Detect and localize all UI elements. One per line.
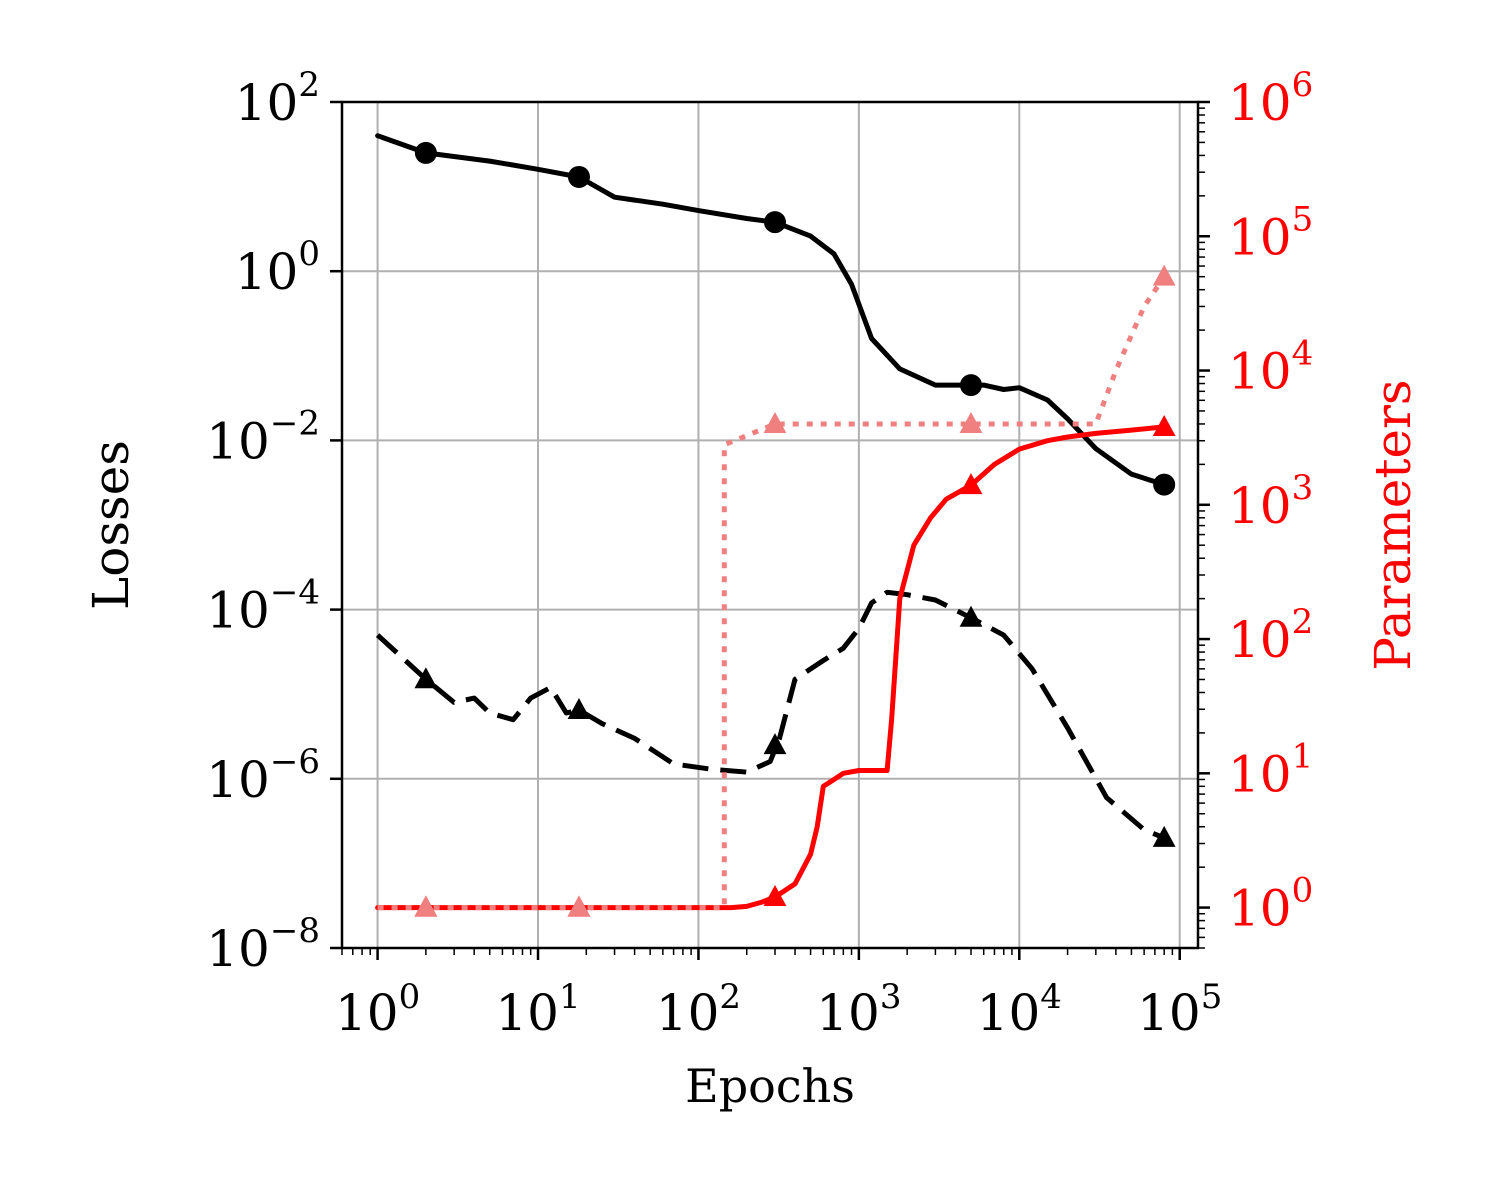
series-1-marker xyxy=(567,165,590,188)
x-tick-label: 103 xyxy=(816,977,901,1042)
series-2-marker xyxy=(959,605,983,627)
series-4-marker xyxy=(414,895,438,917)
y-left-tick-label: 100 xyxy=(235,234,320,301)
x-tick-label: 105 xyxy=(1137,977,1222,1042)
y-right-tick-label: 104 xyxy=(1228,334,1313,401)
series-1-marker xyxy=(960,374,983,397)
y-left-tick-label: 102 xyxy=(235,65,320,132)
series-2-marker xyxy=(763,733,787,755)
y-right-tick-label: 101 xyxy=(1228,736,1313,803)
series-4-marker xyxy=(1152,264,1176,286)
y-axis-right-title: Parameters xyxy=(1364,379,1422,670)
series-line-4 xyxy=(377,275,1167,911)
x-tick-label: 104 xyxy=(977,977,1062,1042)
series-2-marker xyxy=(567,698,591,720)
series-1-marker xyxy=(763,211,786,234)
x-axis-title: Epochs xyxy=(685,1059,855,1113)
y-left-tick-label: 10−6 xyxy=(206,742,320,809)
series-2-marker xyxy=(414,667,438,689)
y-right-tick-label: 103 xyxy=(1228,468,1313,535)
y-left-tick-label: 10−2 xyxy=(206,403,320,470)
y-right-tick-label: 106 xyxy=(1228,65,1313,132)
series-line-2 xyxy=(375,589,1166,841)
y-right-tick-label: 102 xyxy=(1228,602,1313,669)
tick-labels: 100 101 102 103 104 105 102 100 10−2 10−4 10−6 10−8… xyxy=(206,65,1313,1042)
y-left-tick-label: 10−4 xyxy=(206,573,320,640)
series-4-marker xyxy=(567,895,591,917)
series-4-marker xyxy=(959,411,983,433)
x-tick-label: 102 xyxy=(656,977,741,1042)
series-2-marker xyxy=(1152,825,1176,847)
y-axis-left-title: Losses xyxy=(82,440,140,610)
series-4-marker xyxy=(763,411,787,433)
series-line-3 xyxy=(375,424,1167,911)
x-tick-label: 100 xyxy=(335,977,420,1042)
y-right-tick-label: 100 xyxy=(1228,871,1313,938)
y-right-tick-label: 105 xyxy=(1228,199,1313,266)
x-tick-label: 101 xyxy=(495,977,580,1042)
series-1-marker xyxy=(1153,473,1176,496)
series-1-marker xyxy=(414,141,437,164)
series-3-marker xyxy=(959,473,983,495)
series-3-marker xyxy=(763,884,787,906)
y-left-tick-label: 10−8 xyxy=(206,911,320,978)
series-layer xyxy=(375,133,1176,917)
series-3-marker xyxy=(1152,414,1176,436)
tick-marks xyxy=(330,100,1210,960)
